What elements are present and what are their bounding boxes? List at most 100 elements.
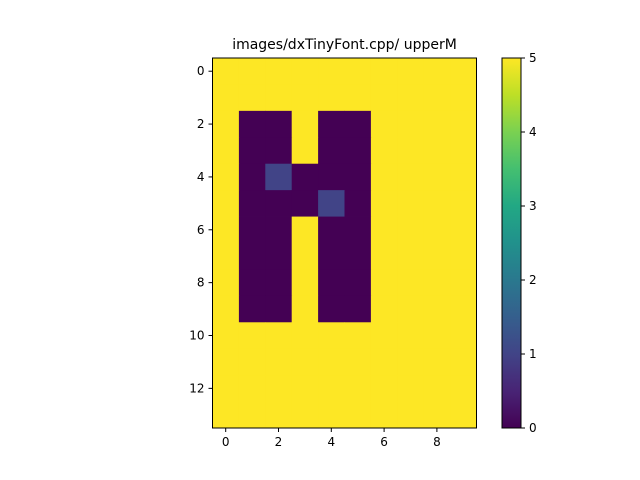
heatmap-cell <box>424 217 451 244</box>
heatmap-cell <box>450 164 477 191</box>
heatmap-cell <box>450 217 477 244</box>
heatmap-cell <box>345 190 372 217</box>
x-tick-label: 0 <box>222 435 230 449</box>
heatmap-cell <box>345 375 372 402</box>
heatmap-cell <box>345 243 372 270</box>
heatmap-cell <box>292 84 319 111</box>
heatmap-cell <box>213 217 240 244</box>
heatmap-cell <box>292 137 319 164</box>
heatmap-cell <box>397 243 424 270</box>
heatmap-cell <box>239 217 266 244</box>
heatmap-cell <box>213 402 240 429</box>
heatmap-cell <box>345 58 372 85</box>
heatmap-cell <box>318 269 345 296</box>
colorbar-tick-label: 1 <box>529 347 537 361</box>
heatmap-cell <box>318 58 345 85</box>
chart-title: images/dxTinyFont.cpp/ upperM <box>232 37 457 53</box>
heatmap-cell <box>424 190 451 217</box>
heatmap-cell <box>318 375 345 402</box>
heatmap-cell <box>424 269 451 296</box>
heatmap-cell <box>292 164 319 191</box>
heatmap-cell <box>318 349 345 376</box>
heatmap-cell <box>265 111 292 138</box>
heatmap-cell <box>450 243 477 270</box>
heatmap-cell <box>424 349 451 376</box>
heatmap-cell <box>397 58 424 85</box>
heatmap-cell <box>371 58 398 85</box>
colorbar-ticks: 0 1 2 3 4 5 <box>521 51 537 435</box>
heatmap-cell <box>239 84 266 111</box>
heatmap-cell <box>239 402 266 429</box>
heatmap-cell <box>371 111 398 138</box>
heatmap-cell <box>371 243 398 270</box>
heatmap-cell <box>239 349 266 376</box>
heatmap-cell <box>265 164 292 191</box>
heatmap-cell <box>292 402 319 429</box>
heatmap-cell <box>424 164 451 191</box>
heatmap-cell <box>213 375 240 402</box>
heatmap-cell <box>239 164 266 191</box>
y-tick-label: 12 <box>189 381 204 395</box>
x-tick-label: 4 <box>327 435 335 449</box>
y-tick-label: 4 <box>197 170 205 184</box>
heatmap-cell <box>424 322 451 349</box>
heatmap-cell <box>265 349 292 376</box>
heatmap-cell <box>213 190 240 217</box>
heatmap-cell <box>265 243 292 270</box>
heatmap-cell <box>345 111 372 138</box>
heatmap-cell <box>239 111 266 138</box>
y-axis-ticks: 0 2 4 6 8 10 12 <box>189 64 212 395</box>
heatmap-cell <box>345 322 372 349</box>
heatmap-cell <box>371 137 398 164</box>
y-tick-label: 0 <box>197 64 205 78</box>
heatmap-cell <box>265 296 292 323</box>
heatmap-cell <box>397 137 424 164</box>
heatmap-cell <box>345 402 372 429</box>
heatmap-cell <box>424 111 451 138</box>
heatmap-cell <box>371 164 398 191</box>
y-tick-label: 2 <box>197 117 205 131</box>
colorbar-tick-label: 5 <box>529 51 537 65</box>
heatmap-cell <box>239 375 266 402</box>
heatmap-cell <box>213 137 240 164</box>
heatmap-cell <box>397 190 424 217</box>
heatmap-cell <box>213 164 240 191</box>
heatmap-cell <box>397 349 424 376</box>
heatmap-cell <box>450 137 477 164</box>
heatmap-cell <box>318 402 345 429</box>
heatmap-cell <box>450 58 477 85</box>
heatmap-cell <box>397 164 424 191</box>
heatmap-cell <box>318 137 345 164</box>
heatmap-cell <box>239 190 266 217</box>
heatmap-cell <box>450 111 477 138</box>
heatmap-cell <box>318 217 345 244</box>
heatmap-cell <box>345 137 372 164</box>
heatmap-cell <box>292 111 319 138</box>
heatmap-cell <box>265 137 292 164</box>
heatmap-cells <box>213 58 477 428</box>
x-tick-label: 2 <box>275 435 283 449</box>
heatmap-cell <box>239 269 266 296</box>
heatmap-cell <box>213 322 240 349</box>
heatmap-cell <box>292 296 319 323</box>
heatmap-cell <box>239 322 266 349</box>
heatmap-cell <box>318 322 345 349</box>
heatmap-cell <box>265 190 292 217</box>
heatmap-cell <box>292 217 319 244</box>
heatmap-cell <box>450 349 477 376</box>
x-tick-label: 8 <box>433 435 441 449</box>
heatmap-cell <box>424 58 451 85</box>
heatmap-cell <box>397 84 424 111</box>
heatmap-cell <box>292 58 319 85</box>
heatmap-cell <box>213 296 240 323</box>
heatmap-cell <box>345 84 372 111</box>
heatmap-cell <box>292 269 319 296</box>
heatmap-cell <box>213 243 240 270</box>
heatmap-cell <box>371 349 398 376</box>
heatmap-cell <box>371 375 398 402</box>
heatmap-cell <box>397 269 424 296</box>
heatmap-cell <box>318 84 345 111</box>
heatmap-cell <box>265 402 292 429</box>
heatmap-cell <box>371 217 398 244</box>
